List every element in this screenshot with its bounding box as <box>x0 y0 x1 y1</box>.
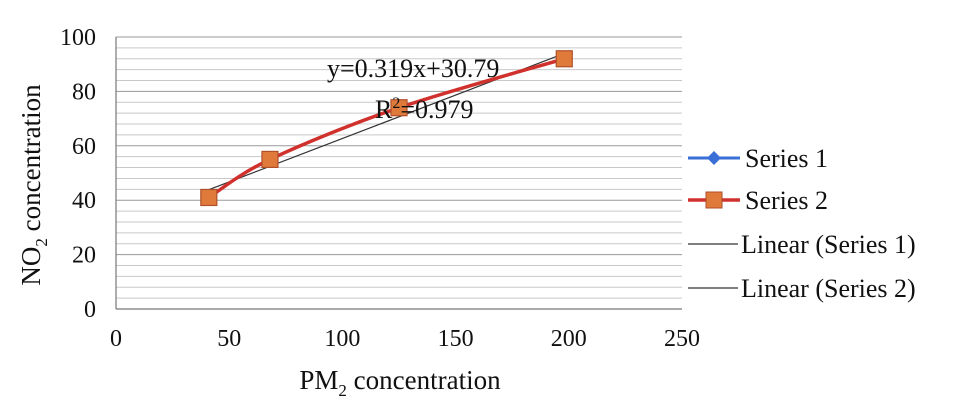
y-tick-label: 100 <box>60 25 96 51</box>
y-axis-title-main: NO <box>16 247 46 286</box>
legend-label-2: Series 2 <box>745 186 828 215</box>
series-2-marker <box>200 188 218 207</box>
y-tick-label: 20 <box>72 243 96 269</box>
x-axis-title-rest: concentration <box>347 365 501 395</box>
trendline-equation: y=0.319x+30.79 <box>327 54 499 83</box>
series-layer <box>200 50 573 207</box>
x-axis-title-subscript: 2 <box>338 381 347 400</box>
legend-label-1: Series 1 <box>745 144 828 173</box>
x-tick-labels: 0 50 100 150 200 250 <box>110 326 700 352</box>
series-2-marker <box>261 150 279 168</box>
r-squared-symbol: R <box>375 95 393 124</box>
y-tick-labels: 0 20 40 60 80 100 <box>60 25 96 323</box>
r-squared-superscript: 2 <box>392 95 400 112</box>
legend-label-3: Linear (Series 1) <box>741 230 916 259</box>
y-tick-label: 80 <box>72 79 96 105</box>
x-tick-label: 0 <box>110 326 122 352</box>
r-squared-label: R2=0.979 <box>375 95 474 124</box>
x-tick-label: 150 <box>438 326 474 352</box>
x-tick-label: 100 <box>324 326 360 352</box>
series-2-marker <box>390 99 408 117</box>
x-axis-title-main: PM <box>299 365 338 395</box>
y-tick-label: 60 <box>72 134 96 160</box>
y-axis-title-rest: concentration <box>16 84 46 238</box>
legend-label-4: Linear (Series 2) <box>741 274 916 303</box>
y-tick-label: 0 <box>84 297 96 323</box>
series-2-line <box>207 57 565 199</box>
series-2-marker <box>555 50 573 68</box>
r-squared-value: =0.979 <box>400 95 473 124</box>
legend-marker-diamond <box>707 151 721 165</box>
y-axis-title: NO2 concentration <box>16 84 51 286</box>
x-tick-label: 200 <box>551 326 587 352</box>
y-axis-title-subscript: 2 <box>32 238 51 247</box>
x-tick-label: 50 <box>217 326 241 352</box>
legend: Series 1 Series 2 Linear (Series 1) Linear … <box>688 144 916 303</box>
legend-marker-square <box>705 191 723 209</box>
x-axis-title: PM2 concentration <box>299 365 501 400</box>
y-tick-label: 40 <box>72 188 96 214</box>
axes <box>115 37 682 310</box>
x-tick-label: 250 <box>664 326 700 352</box>
